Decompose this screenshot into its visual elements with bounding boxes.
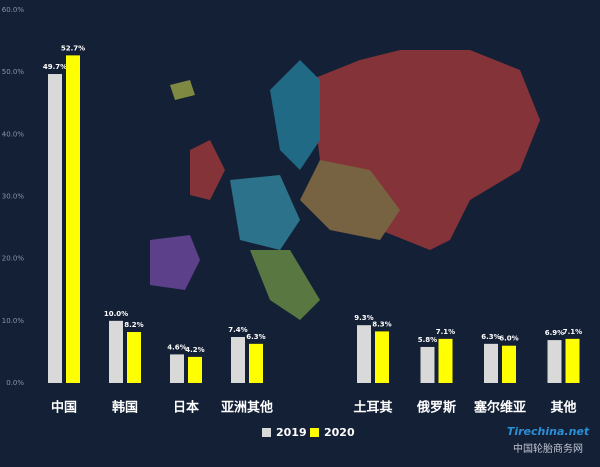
bar xyxy=(357,325,371,383)
value-label: 7.1% xyxy=(436,328,455,336)
x-tick-label: 土耳其 xyxy=(353,400,392,416)
y-tick-label: 10.0% xyxy=(2,317,25,325)
x-tick-label: 其他 xyxy=(550,400,576,416)
x-tick-label: 亚洲其他 xyxy=(221,400,273,416)
map-background xyxy=(150,50,540,320)
y-tick-label: 30.0% xyxy=(2,193,25,201)
plot-area: 0.0% 10.0% 20.0% 30.0% 40.0% 50.0% 60.0% 中国 49.7… xyxy=(2,6,582,416)
bar xyxy=(438,338,453,383)
value-label: 52.7% xyxy=(61,44,85,52)
x-tick-label: 日本 xyxy=(173,400,199,416)
legend-swatch xyxy=(310,428,319,437)
value-label: 6.3% xyxy=(481,333,500,341)
value-label: 6.3% xyxy=(246,333,265,341)
bar xyxy=(420,346,435,383)
x-tick-label: 俄罗斯 xyxy=(416,400,456,416)
bar xyxy=(375,331,389,383)
value-label: 10.0% xyxy=(104,310,128,318)
y-tick-label: 20.0% xyxy=(2,255,25,263)
legend-swatch xyxy=(262,428,271,437)
x-tick-label: 韩国 xyxy=(112,400,138,416)
bar xyxy=(48,74,62,383)
bar xyxy=(109,320,123,383)
source-text: 中国轮胎商务网 xyxy=(513,442,583,455)
legend-label: 2020 xyxy=(324,426,355,439)
bar xyxy=(66,55,80,384)
value-label: 6.0% xyxy=(499,335,518,343)
y-tick-label: 40.0% xyxy=(2,130,25,138)
value-label: 7.1% xyxy=(563,328,582,336)
bar xyxy=(170,354,184,383)
y-tick-label: 50.0% xyxy=(2,68,25,76)
value-label: 6.9% xyxy=(545,329,564,337)
value-label: 9.3% xyxy=(354,314,373,322)
bar xyxy=(188,356,202,383)
value-label: 4.2% xyxy=(185,346,204,354)
bar xyxy=(231,336,245,383)
value-label: 8.3% xyxy=(372,320,391,328)
x-tick-label: 塞尔维亚 xyxy=(474,400,526,416)
value-label: 49.7% xyxy=(43,63,67,71)
source-logo: Tirechina.net xyxy=(507,425,590,438)
y-tick-label: 60.0% xyxy=(2,6,25,14)
legend-label: 2019 xyxy=(276,426,307,439)
bar xyxy=(249,343,263,383)
y-tick-label: 0.0% xyxy=(6,379,24,387)
value-label: 5.8% xyxy=(418,336,437,344)
value-label: 8.2% xyxy=(124,321,143,329)
bar xyxy=(547,340,562,383)
x-tick-label: 中国 xyxy=(51,400,77,416)
bar xyxy=(565,338,580,383)
bar xyxy=(127,332,141,383)
bar xyxy=(502,345,516,383)
legend: 2019 2020 xyxy=(262,426,355,439)
value-label: 4.6% xyxy=(167,343,186,351)
value-label: 7.4% xyxy=(228,326,247,334)
bar xyxy=(484,343,498,383)
